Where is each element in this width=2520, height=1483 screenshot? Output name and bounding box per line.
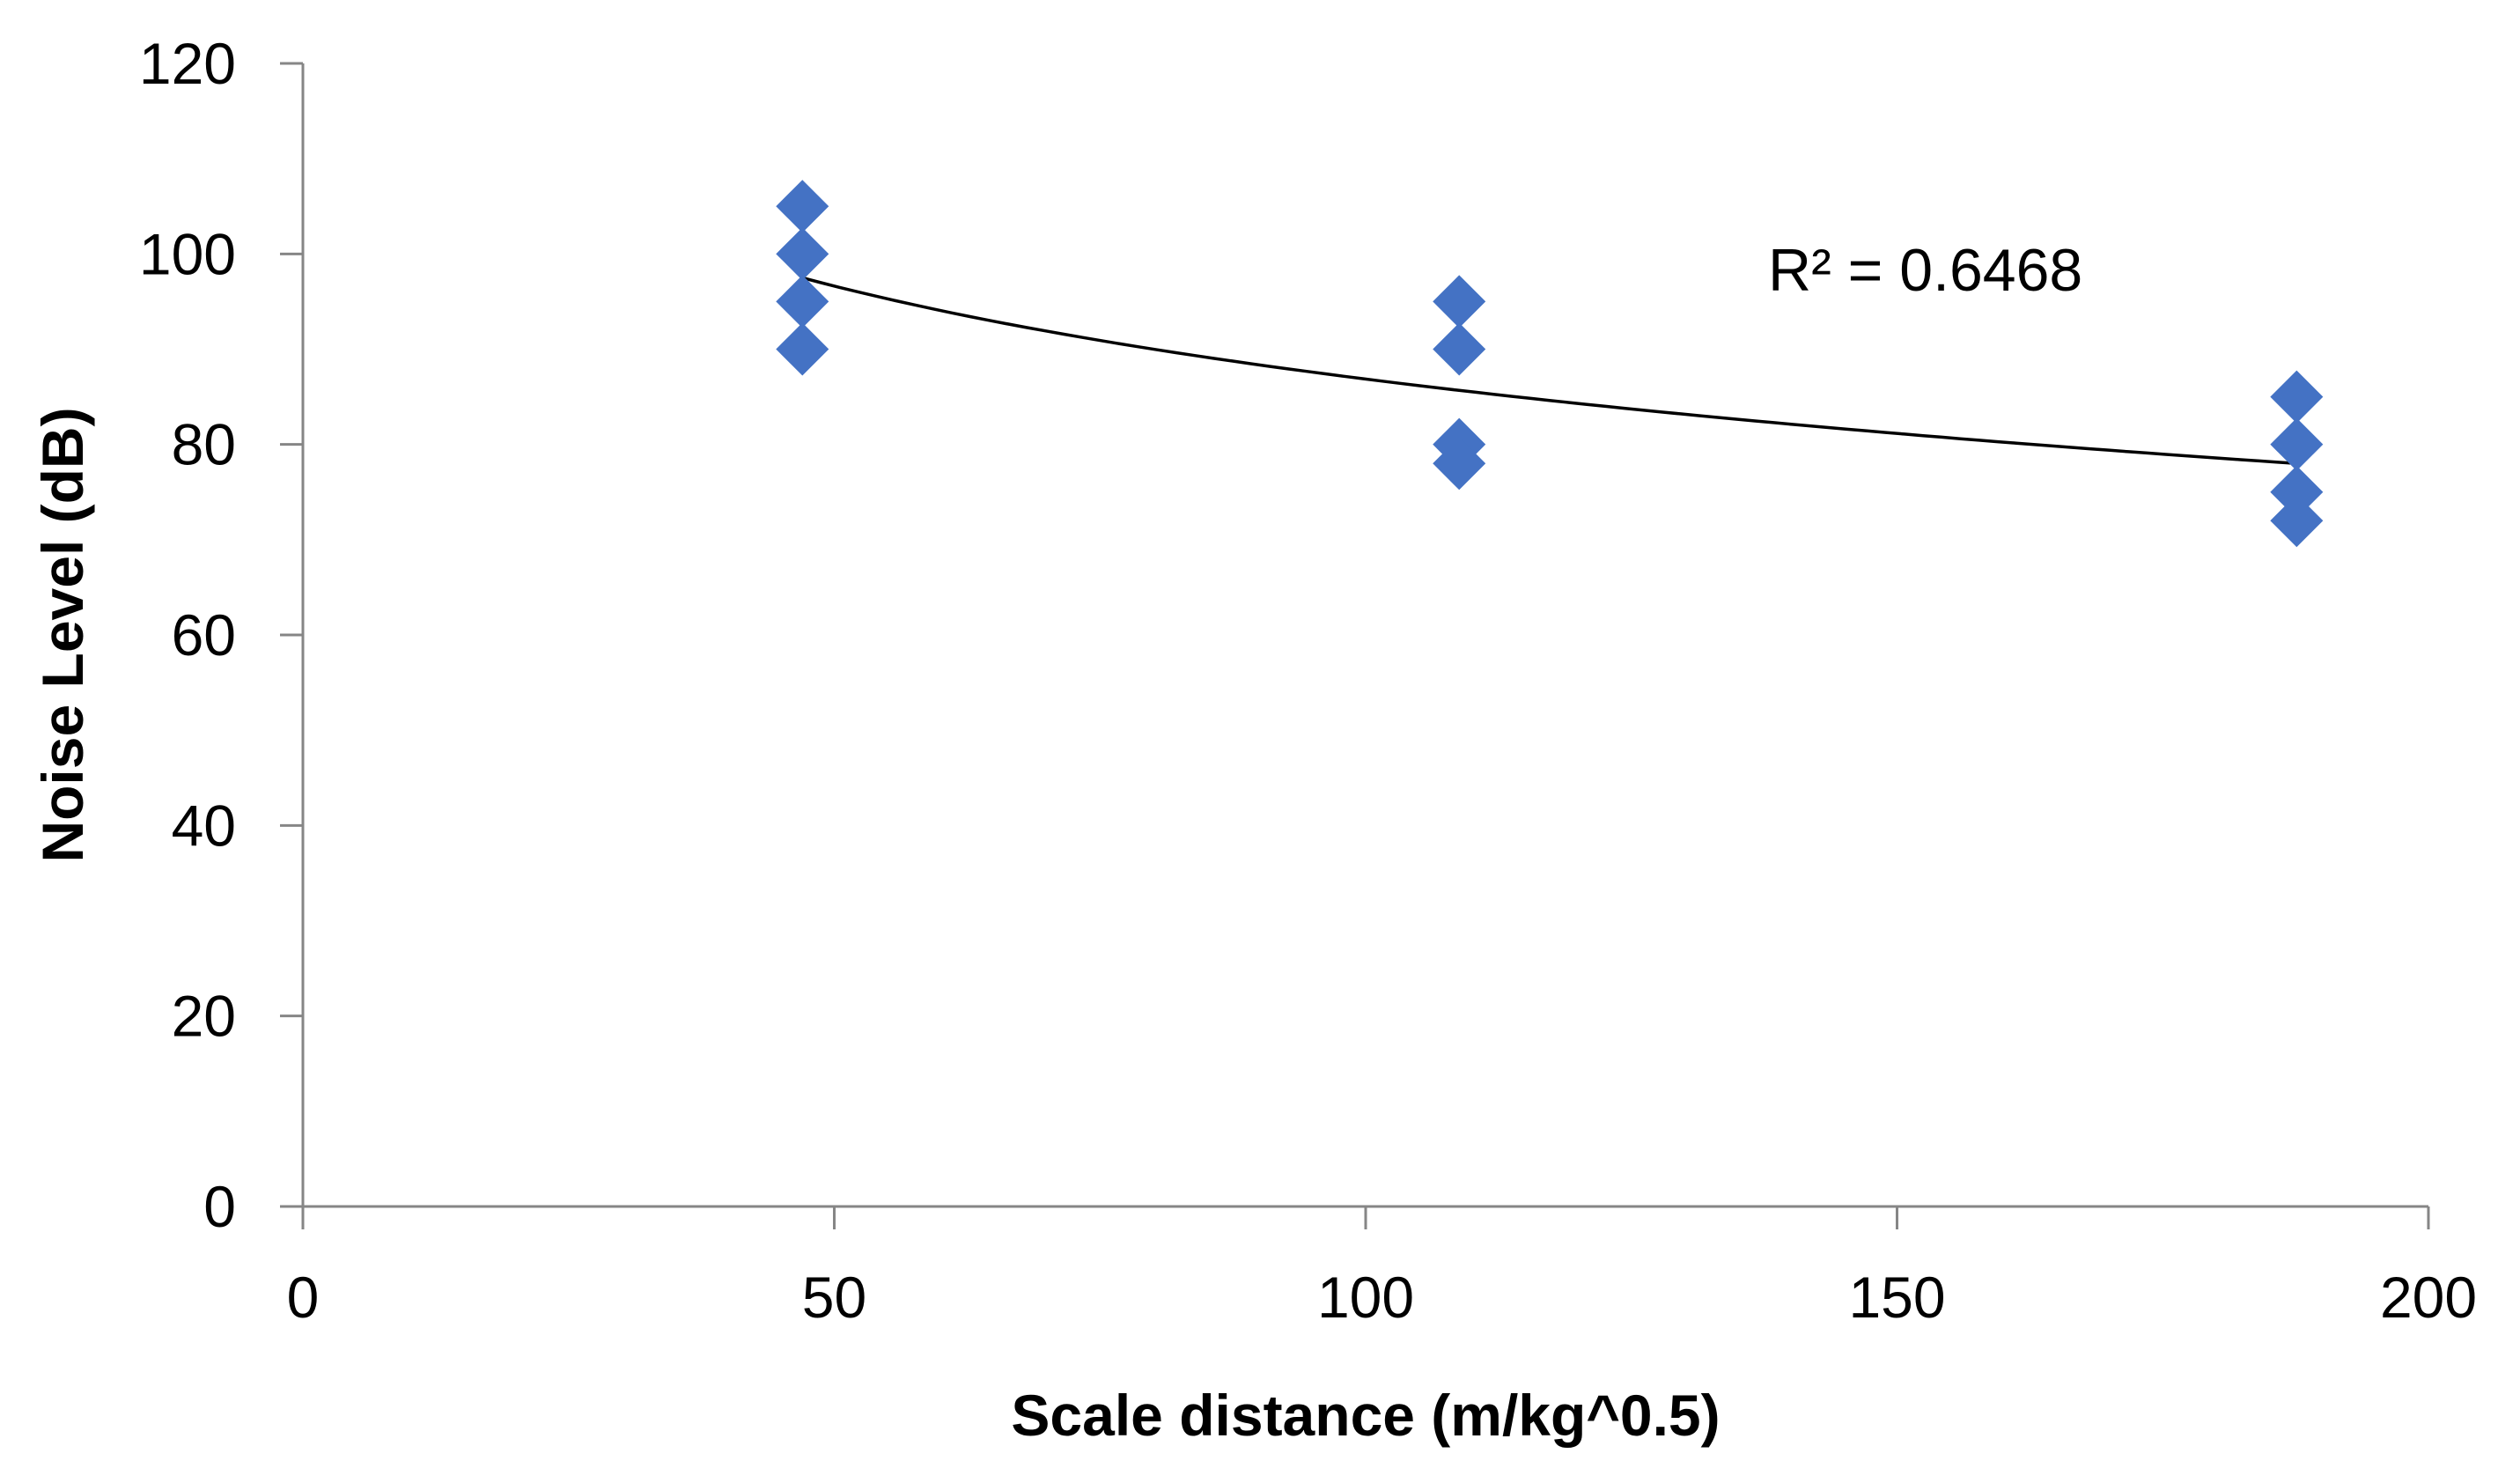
trendline xyxy=(801,276,2297,466)
data-points xyxy=(776,180,2324,548)
x-tick-label: 200 xyxy=(2380,1265,2477,1330)
x-tick-label: 150 xyxy=(1848,1265,1945,1330)
x-axis-title: Scale distance (m/kg^0.5) xyxy=(1011,1383,1720,1448)
y-tick-label: 40 xyxy=(172,793,236,858)
labels: Noise Level (dB) Scale distance (m/kg^0.… xyxy=(30,237,2082,1448)
data-point-marker xyxy=(2270,417,2324,471)
data-point-marker xyxy=(776,180,829,233)
data-point-marker xyxy=(776,275,829,328)
x-tick-label: 0 xyxy=(287,1265,320,1330)
y-axis-title: Noise Level (dB) xyxy=(30,407,95,862)
data-point-marker xyxy=(2270,465,2324,519)
y-tick-label: 20 xyxy=(172,984,236,1049)
axes: 0 20 40 60 80 100 120 0 50 100 150 200 xyxy=(139,31,2477,1330)
x-tick-label: 50 xyxy=(802,1265,866,1330)
data-point-marker xyxy=(1433,437,1486,491)
x-tick-label: 100 xyxy=(1317,1265,1414,1330)
r-squared-annotation: R² = 0.6468 xyxy=(1768,237,2082,304)
y-tick-label: 60 xyxy=(172,602,236,668)
trendline-group xyxy=(801,276,2297,466)
y-tick-label: 120 xyxy=(139,31,236,96)
data-point-marker xyxy=(776,322,829,376)
data-point-marker xyxy=(2270,370,2324,424)
data-point-marker xyxy=(776,227,829,281)
data-point-marker xyxy=(2270,494,2324,548)
data-point-marker xyxy=(1433,275,1486,328)
y-tick-label: 80 xyxy=(172,412,236,477)
data-point-marker xyxy=(1433,322,1486,376)
y-tick-label: 100 xyxy=(139,221,236,286)
y-tick-label: 0 xyxy=(203,1174,236,1239)
